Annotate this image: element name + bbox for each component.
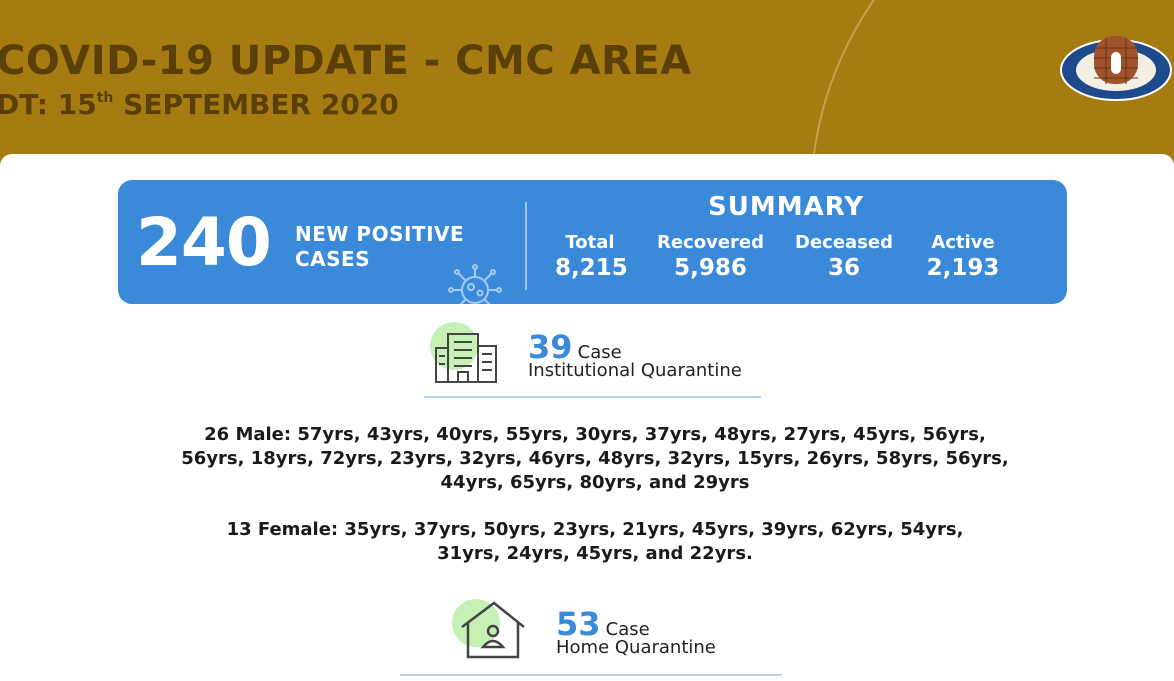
building-icon [430, 322, 497, 383]
new-cases-count: 240 [136, 204, 272, 281]
stat-label: Total [565, 232, 615, 253]
summary-title: SUMMARY [708, 192, 865, 222]
virus-icon [448, 264, 502, 307]
stat-active: Active 2,193 [923, 232, 1003, 281]
institutional-label: Institutional Quarantine [528, 360, 742, 381]
page-date: DT: 15th SEPTEMBER 2020 [0, 88, 399, 121]
stat-value: 8,215 [555, 255, 628, 281]
stat-label: Active [931, 232, 995, 253]
male-line-2: 56yrs, 18yrs, 72yrs, 23yrs, 32yrs, 46yrs… [181, 448, 1009, 469]
institutional-quarantine: 39 Case Institutional Quarantine [528, 328, 742, 381]
stat-total: Total 8,215 [555, 232, 628, 281]
banner-divider [525, 202, 527, 290]
new-cases-label-line2: CASES [295, 247, 371, 271]
date-prefix: DT: 15 [0, 88, 97, 121]
institutional-underline [424, 396, 761, 398]
stat-label: Recovered [656, 232, 764, 253]
female-line-1: 13 Female: 35yrs, 37yrs, 50yrs, 23yrs, 2… [226, 519, 964, 540]
stat-value: 5,986 [674, 255, 747, 281]
cmc-logo [1060, 36, 1172, 101]
home-case-word: Case [605, 619, 650, 640]
institutional-case-word: Case [577, 342, 622, 363]
header: COVID-19 UPDATE - CMC AREA DT: 15th SEPT… [0, 0, 1174, 160]
stat-value: 36 [827, 255, 860, 281]
stat-value: 2,193 [926, 255, 1000, 281]
page-title: COVID-19 UPDATE - CMC AREA [0, 38, 692, 84]
stat-recovered: Recovered 5,986 [653, 232, 768, 281]
institutional-count: 39 [528, 328, 573, 366]
male-details: 26 Male: 57yrs, 43yrs, 40yrs, 55yrs, 30y… [150, 423, 1040, 495]
stat-deceased: Deceased 36 [791, 232, 897, 281]
date-ordinal: th [96, 90, 114, 106]
home-quarantine: 53 Case Home Quarantine [556, 605, 716, 658]
date-suffix: SEPTEMBER 2020 [113, 88, 399, 121]
stat-label: Deceased [795, 232, 893, 253]
home-label: Home Quarantine [556, 637, 716, 658]
new-cases-label-line1: NEW POSITIVE [295, 222, 465, 246]
male-line-3: 44yrs, 65yrs, 80yrs, and 29yrs [440, 472, 750, 493]
home-count: 53 [556, 605, 601, 643]
home-icon [452, 599, 525, 659]
new-cases-label: NEW POSITIVE CASES [295, 222, 464, 272]
female-line-2: 31yrs, 24yrs, 45yrs, and 22yrs. [437, 543, 753, 564]
male-line-1: 26 Male: 57yrs, 43yrs, 40yrs, 55yrs, 30y… [204, 424, 986, 445]
home-underline [400, 674, 782, 676]
female-details: 13 Female: 35yrs, 37yrs, 50yrs, 23yrs, 2… [150, 518, 1040, 566]
summary-banner: 240 NEW POSITIVE CASES SUMMARY Total 8,2… [118, 180, 1067, 307]
